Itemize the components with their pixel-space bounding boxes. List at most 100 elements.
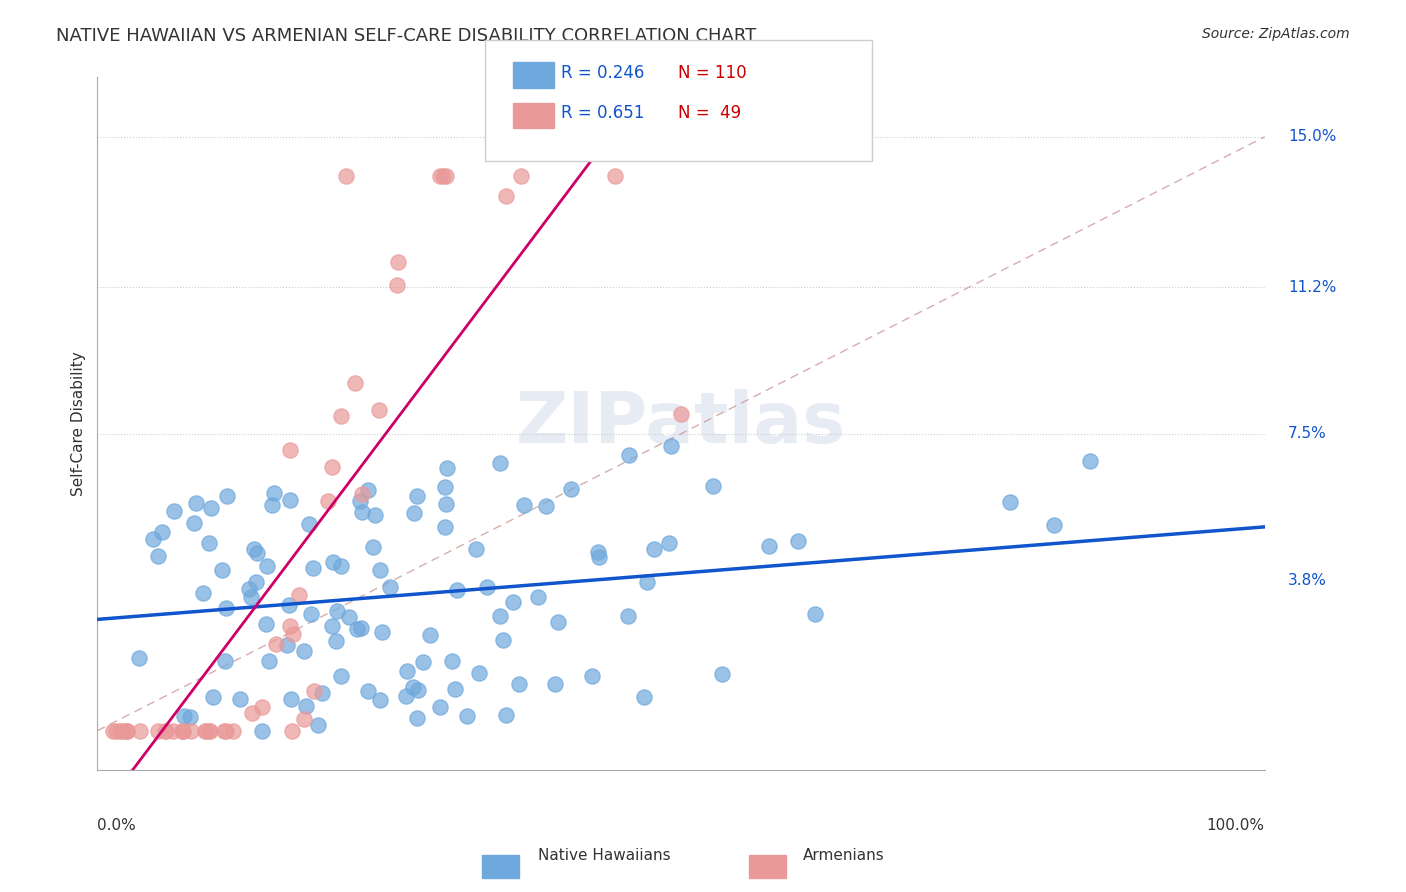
Point bbox=[402, 681, 425, 695]
Point bbox=[229, 692, 252, 706]
Point bbox=[434, 497, 457, 511]
Point bbox=[475, 580, 498, 594]
Text: 0.0%: 0.0% bbox=[97, 818, 136, 833]
Point bbox=[316, 493, 339, 508]
Point bbox=[488, 456, 510, 470]
Point bbox=[581, 669, 603, 683]
Point bbox=[395, 664, 418, 678]
Point bbox=[346, 622, 368, 636]
Text: R = 0.246: R = 0.246 bbox=[561, 64, 644, 82]
Point bbox=[702, 479, 724, 493]
Point bbox=[103, 723, 125, 738]
Point bbox=[155, 723, 177, 738]
Point bbox=[245, 574, 267, 589]
Point bbox=[804, 607, 827, 621]
Point bbox=[193, 586, 215, 600]
Text: 3.8%: 3.8% bbox=[1288, 573, 1327, 588]
Point bbox=[364, 508, 387, 522]
Point bbox=[371, 624, 394, 639]
Point bbox=[200, 500, 222, 515]
Point bbox=[356, 483, 378, 497]
Point bbox=[280, 691, 302, 706]
Point bbox=[153, 723, 176, 738]
Point bbox=[758, 539, 780, 553]
Point bbox=[547, 615, 569, 629]
Text: 7.5%: 7.5% bbox=[1288, 426, 1327, 442]
Point bbox=[292, 644, 315, 658]
Point bbox=[440, 654, 463, 668]
Text: 11.2%: 11.2% bbox=[1288, 280, 1336, 294]
Point bbox=[254, 616, 277, 631]
Point bbox=[468, 666, 491, 681]
Point bbox=[202, 690, 225, 704]
Point bbox=[329, 668, 352, 682]
Point bbox=[617, 609, 640, 624]
Point bbox=[179, 709, 201, 723]
Point bbox=[298, 517, 321, 532]
Text: 100.0%: 100.0% bbox=[1206, 818, 1264, 833]
Point bbox=[243, 542, 266, 557]
Point bbox=[173, 709, 195, 723]
Point bbox=[150, 524, 173, 539]
Point bbox=[180, 723, 202, 738]
Point bbox=[256, 558, 278, 573]
Point bbox=[211, 562, 233, 576]
Point bbox=[527, 590, 550, 604]
Point bbox=[114, 723, 136, 738]
Point bbox=[281, 626, 304, 640]
Point bbox=[444, 682, 467, 697]
Point bbox=[215, 723, 238, 738]
Point bbox=[446, 583, 468, 598]
Point bbox=[111, 723, 134, 738]
Point bbox=[456, 708, 478, 723]
Y-axis label: Self-Care Disability: Self-Care Disability bbox=[72, 351, 86, 496]
Point bbox=[299, 607, 322, 621]
Point bbox=[502, 595, 524, 609]
Point bbox=[257, 654, 280, 668]
Point bbox=[387, 255, 409, 269]
Point bbox=[277, 599, 299, 613]
Point bbox=[404, 507, 426, 521]
Point bbox=[352, 487, 374, 501]
Point bbox=[349, 620, 371, 634]
Point bbox=[198, 723, 221, 738]
Point bbox=[325, 634, 347, 648]
Point bbox=[1042, 517, 1064, 532]
Point bbox=[128, 651, 150, 665]
Point bbox=[172, 723, 194, 738]
Point bbox=[215, 601, 238, 615]
Point bbox=[239, 591, 262, 605]
Point bbox=[108, 723, 131, 738]
Point bbox=[240, 706, 263, 720]
Point bbox=[368, 692, 391, 706]
Point bbox=[406, 711, 429, 725]
Point bbox=[419, 628, 441, 642]
Point bbox=[222, 723, 245, 738]
Point bbox=[588, 549, 610, 564]
Point bbox=[238, 582, 260, 596]
Point bbox=[711, 667, 734, 681]
Point bbox=[395, 689, 418, 703]
Point bbox=[349, 493, 371, 508]
Point bbox=[329, 409, 352, 423]
Point bbox=[534, 499, 557, 513]
Text: Source: ZipAtlas.com: Source: ZipAtlas.com bbox=[1202, 27, 1350, 41]
Point bbox=[998, 495, 1021, 509]
Point bbox=[1078, 454, 1101, 468]
Point bbox=[335, 169, 357, 184]
Point bbox=[560, 482, 582, 496]
Point bbox=[405, 489, 427, 503]
Point bbox=[322, 555, 344, 569]
Point bbox=[330, 558, 353, 573]
Point bbox=[633, 690, 655, 704]
Point bbox=[252, 723, 274, 738]
Point bbox=[104, 723, 127, 738]
Point bbox=[215, 489, 238, 503]
Point bbox=[198, 723, 221, 738]
Point bbox=[337, 610, 360, 624]
Point bbox=[326, 604, 349, 618]
Point bbox=[436, 461, 458, 475]
Point bbox=[643, 542, 665, 557]
Point bbox=[128, 723, 150, 738]
Point bbox=[302, 684, 325, 698]
